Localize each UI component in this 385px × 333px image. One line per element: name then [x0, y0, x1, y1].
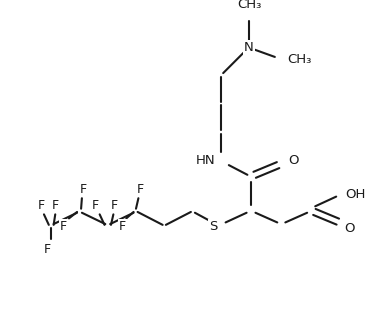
Text: F: F [136, 183, 144, 196]
Text: HN: HN [196, 154, 215, 167]
Text: F: F [60, 220, 67, 233]
Text: CH₃: CH₃ [287, 53, 311, 66]
Text: F: F [119, 220, 126, 233]
Text: CH₃: CH₃ [237, 0, 261, 11]
Text: F: F [110, 199, 118, 212]
Text: F: F [38, 199, 45, 212]
Text: F: F [52, 199, 59, 212]
Text: O: O [288, 154, 298, 167]
Text: OH: OH [345, 188, 365, 201]
Text: F: F [44, 243, 51, 256]
Text: S: S [209, 220, 218, 233]
Text: O: O [344, 222, 355, 235]
Text: N: N [244, 41, 254, 54]
Text: F: F [80, 183, 87, 196]
Text: F: F [92, 199, 99, 212]
